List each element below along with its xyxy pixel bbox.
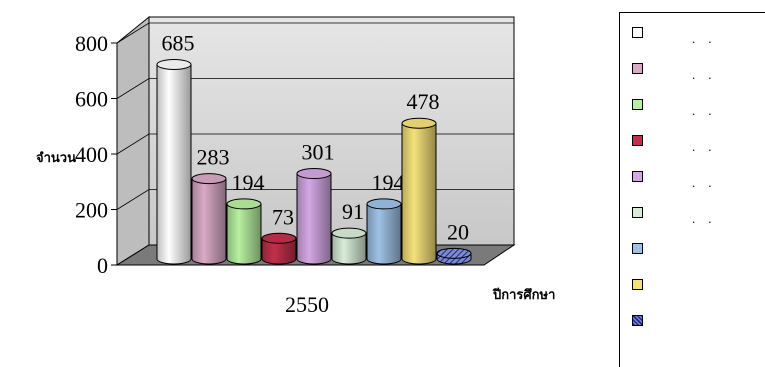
- bar-top: [261, 232, 297, 244]
- bar-top: [366, 198, 402, 210]
- bar-top: [156, 58, 192, 70]
- bar: [261, 232, 297, 265]
- data-label: 301: [302, 140, 335, 165]
- chart-side-wall: [116, 15, 150, 266]
- legend-swatch: [632, 206, 643, 218]
- y-axis: 0 200 400 600 800: [75, 31, 118, 278]
- legend-entry: [632, 169, 643, 183]
- gridline: [116, 133, 514, 155]
- y-axis-label: จำนวน: [36, 150, 76, 166]
- bar-body: [261, 237, 297, 265]
- bar: [401, 117, 437, 265]
- bar-body: [401, 122, 437, 265]
- bar-top: [226, 198, 262, 210]
- y-tick-label: 600: [75, 87, 108, 112]
- y-tick-label: 400: [75, 142, 108, 167]
- legend-entry: [632, 277, 643, 291]
- legend: . . . . . . . . . . . .: [619, 12, 765, 367]
- legend-entry: [632, 313, 643, 327]
- legend-label: . .: [692, 67, 712, 82]
- legend-swatch: [632, 314, 643, 326]
- legend-swatch: [632, 242, 643, 254]
- data-label: 194: [232, 170, 265, 195]
- legend-swatch: [632, 98, 643, 110]
- legend-swatch: [632, 278, 643, 290]
- data-label: 478: [407, 89, 440, 114]
- legend-swatch: [632, 26, 643, 38]
- bar: [296, 168, 332, 265]
- legend-label: . .: [692, 103, 712, 118]
- legend-entry: [632, 205, 643, 219]
- data-label: 91: [342, 199, 364, 224]
- legend-swatch: [632, 134, 643, 146]
- bar-body: [226, 203, 262, 265]
- legend-entry: [632, 241, 643, 255]
- data-label: 73: [272, 204, 294, 229]
- bar-top: [401, 117, 437, 129]
- bar: [191, 173, 227, 265]
- legend-label: . .: [692, 211, 712, 226]
- bar-top: [436, 247, 472, 259]
- bar-body: [191, 178, 227, 265]
- gridline: [116, 22, 514, 44]
- gridline: [116, 78, 514, 99]
- bar-body: [296, 173, 332, 265]
- gridline: [116, 189, 514, 210]
- data-label: 20: [447, 219, 469, 244]
- legend-label: . .: [692, 31, 712, 46]
- data-label: 685: [162, 30, 195, 55]
- legend-swatch: [632, 62, 643, 74]
- bar: [226, 198, 262, 265]
- legend-entry: [632, 25, 643, 39]
- legend-entry: [632, 61, 643, 75]
- bar-top: [331, 227, 367, 239]
- legend-entry: [632, 97, 643, 111]
- bar-top: [191, 173, 227, 185]
- y-tick-label: 0: [97, 253, 108, 278]
- legend-label: . .: [692, 175, 712, 190]
- bar-body: [331, 232, 367, 265]
- legend-label: . .: [692, 139, 712, 154]
- bar-body: [366, 203, 402, 265]
- legend-entry: [632, 133, 643, 147]
- y-tick-label: 200: [75, 198, 108, 223]
- bar-top: [296, 168, 332, 180]
- gridlines: [116, 22, 514, 210]
- bar: [331, 227, 367, 265]
- x-axis-label: ปีการศึกษา: [492, 287, 555, 303]
- data-label: 283: [197, 145, 230, 170]
- category-label: 2550: [285, 292, 329, 317]
- y-tick-label: 800: [75, 31, 108, 56]
- data-label: 194: [372, 170, 405, 195]
- bar: [366, 198, 402, 265]
- bar-body: [156, 63, 192, 265]
- bar: [436, 247, 472, 265]
- legend-swatch: [632, 170, 643, 182]
- bar: [156, 58, 192, 265]
